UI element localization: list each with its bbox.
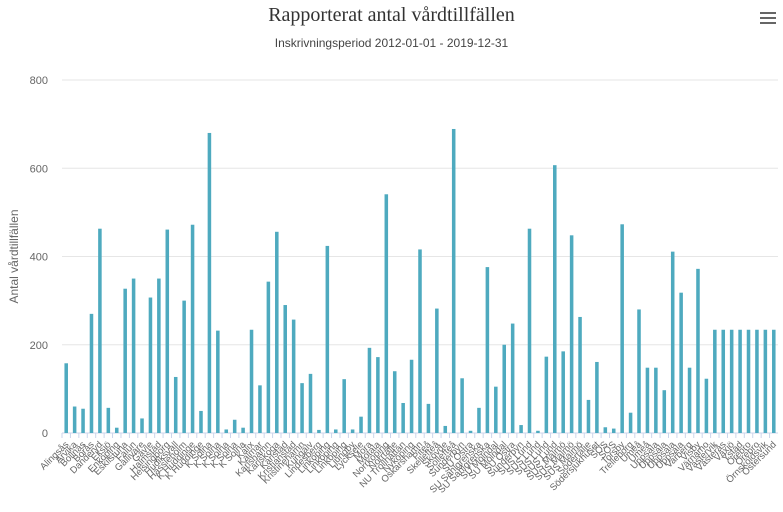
bar[interactable] [645,367,650,433]
bar[interactable] [578,316,582,433]
bar[interactable] [367,347,372,433]
bar[interactable] [772,329,776,433]
bar[interactable] [763,329,768,433]
bar[interactable] [468,430,473,433]
bar[interactable] [140,418,144,433]
bar[interactable] [746,329,751,433]
bar[interactable] [721,329,726,433]
bar[interactable] [628,412,633,433]
bar[interactable] [308,373,313,433]
bar[interactable] [418,249,422,433]
bar[interactable] [611,428,616,433]
bar[interactable] [190,224,195,433]
y-axis-title: Antal vårdtillfällen [7,209,21,303]
bar[interactable] [216,330,220,433]
bar[interactable] [713,329,717,433]
bar[interactable] [283,305,287,433]
y-tick-label: 600 [30,163,48,175]
bar[interactable] [165,229,170,433]
bar[interactable] [317,429,321,433]
bar[interactable] [536,430,540,433]
bar[interactable] [704,378,709,433]
bar[interactable] [662,390,667,433]
bar[interactable] [81,408,85,433]
bar[interactable] [637,309,641,433]
chart-subtitle: Inskrivningsperiod 2012-01-01 - 2019-12-… [274,36,509,50]
bar[interactable] [586,399,591,433]
bar[interactable] [460,378,464,433]
bar[interactable] [173,376,178,433]
bar[interactable] [376,357,380,433]
bar[interactable] [207,132,212,433]
bar[interactable] [687,367,692,433]
bar[interactable] [384,194,389,433]
bar[interactable] [359,416,363,433]
bar[interactable] [620,224,624,433]
chart-title: Rapporterat antal vårdtillfällen [268,4,515,26]
bar[interactable] [333,429,338,433]
bar[interactable] [325,245,330,433]
bar[interactable] [131,278,136,433]
bar[interactable] [519,425,523,433]
bar[interactable] [544,356,549,433]
bar[interactable] [123,288,127,433]
bar[interactable] [510,323,515,433]
bar[interactable] [89,313,94,433]
bar[interactable] [64,363,68,433]
bar[interactable] [502,344,507,433]
bar[interactable] [392,371,397,433]
bar[interactable] [266,281,271,433]
bar[interactable] [679,292,683,433]
bar[interactable] [291,319,296,433]
y-tick-label: 0 [42,428,48,440]
bar[interactable] [157,278,161,433]
bar[interactable] [98,228,102,433]
y-tick-label: 400 [30,252,48,264]
bar[interactable] [527,228,532,433]
bar[interactable] [409,359,414,433]
bar[interactable] [182,300,186,433]
bar[interactable] [738,329,742,433]
bar[interactable] [477,407,481,433]
bar[interactable] [275,231,279,433]
bar[interactable] [435,308,439,433]
bar[interactable] [729,329,734,433]
bar[interactable] [553,165,557,433]
bar[interactable] [72,406,77,433]
bar[interactable] [401,402,405,433]
y-tick-label: 200 [30,340,48,352]
bar[interactable] [603,427,608,433]
bar[interactable] [494,386,498,433]
bar[interactable] [561,351,565,433]
bar[interactable] [258,385,262,433]
bar[interactable] [451,128,456,433]
bar[interactable] [670,251,675,433]
bar[interactable] [595,361,599,433]
hamburger-menu-icon[interactable] [760,12,776,26]
bar[interactable] [106,407,111,433]
bar[interactable] [654,367,658,433]
bar[interactable] [342,379,346,433]
bar[interactable] [114,427,119,433]
bar[interactable] [232,419,237,433]
bar[interactable] [350,429,355,433]
bar[interactable] [241,427,245,433]
bar[interactable] [249,329,254,433]
bar[interactable] [426,403,431,433]
bar[interactable] [443,425,448,433]
bar[interactable] [696,268,700,433]
y-tick-label: 800 [30,75,48,87]
bar[interactable] [300,383,304,433]
bar[interactable] [485,267,490,433]
bar[interactable] [199,410,203,433]
bar[interactable] [148,297,153,433]
bar[interactable] [755,329,759,433]
bar[interactable] [224,429,229,433]
bar[interactable] [569,235,574,433]
